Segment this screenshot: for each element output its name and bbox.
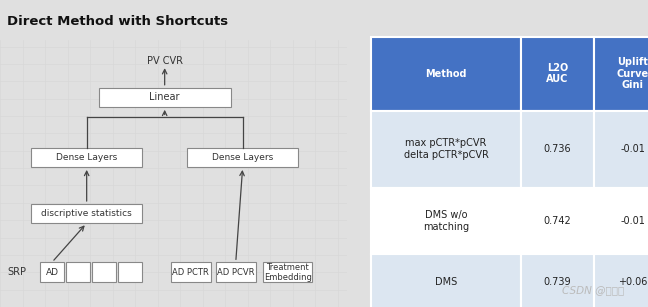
Text: L2O
AUC: L2O AUC [546, 63, 569, 84]
Text: Treatment
Embedding: Treatment Embedding [264, 262, 312, 282]
Bar [594, 37, 648, 111]
Text: Linear: Linear [150, 92, 180, 102]
Bar [118, 262, 142, 282]
Text: CSDN @悟乙己: CSDN @悟乙己 [562, 285, 624, 295]
Bar [264, 262, 312, 282]
Text: DMS: DMS [435, 277, 457, 287]
Bar [187, 148, 298, 167]
Text: DMS w/o
matching: DMS w/o matching [423, 210, 469, 232]
Text: AD PCTR: AD PCTR [172, 268, 209, 277]
Bar [522, 188, 594, 254]
Bar [594, 254, 648, 307]
Text: SRP: SRP [8, 267, 27, 277]
Bar [98, 88, 231, 107]
Bar [92, 262, 116, 282]
Text: 0.739: 0.739 [544, 277, 572, 287]
Text: +0.06: +0.06 [618, 277, 647, 287]
Text: Method: Method [425, 69, 467, 79]
Text: AD PCVR: AD PCVR [217, 268, 255, 277]
Text: 0.736: 0.736 [544, 144, 572, 154]
Text: Uplift
Curve
Gini: Uplift Curve Gini [617, 57, 648, 90]
Text: 0.742: 0.742 [544, 216, 572, 226]
Text: Dense Layers: Dense Layers [56, 153, 117, 162]
Text: -0.01: -0.01 [621, 144, 645, 154]
Bar [40, 262, 64, 282]
Bar [216, 262, 256, 282]
Bar [31, 204, 142, 223]
Text: Dense Layers: Dense Layers [212, 153, 273, 162]
Bar [66, 262, 90, 282]
Text: discriptive statistics: discriptive statistics [41, 209, 132, 218]
Bar [594, 188, 648, 254]
Bar [522, 254, 594, 307]
Bar [371, 188, 522, 254]
Text: Direct Method with Shortcuts: Direct Method with Shortcuts [7, 15, 228, 29]
Bar [371, 37, 522, 111]
Bar [522, 111, 594, 188]
Text: -0.01: -0.01 [621, 216, 645, 226]
Text: PV CVR: PV CVR [146, 56, 183, 66]
Bar [31, 148, 142, 167]
Bar [371, 111, 522, 188]
Bar [371, 254, 522, 307]
Text: max pCTR*pCVR
delta pCTR*pCVR: max pCTR*pCVR delta pCTR*pCVR [404, 138, 489, 160]
Bar [594, 111, 648, 188]
Bar [170, 262, 211, 282]
Text: AD: AD [45, 268, 58, 277]
Bar [522, 37, 594, 111]
